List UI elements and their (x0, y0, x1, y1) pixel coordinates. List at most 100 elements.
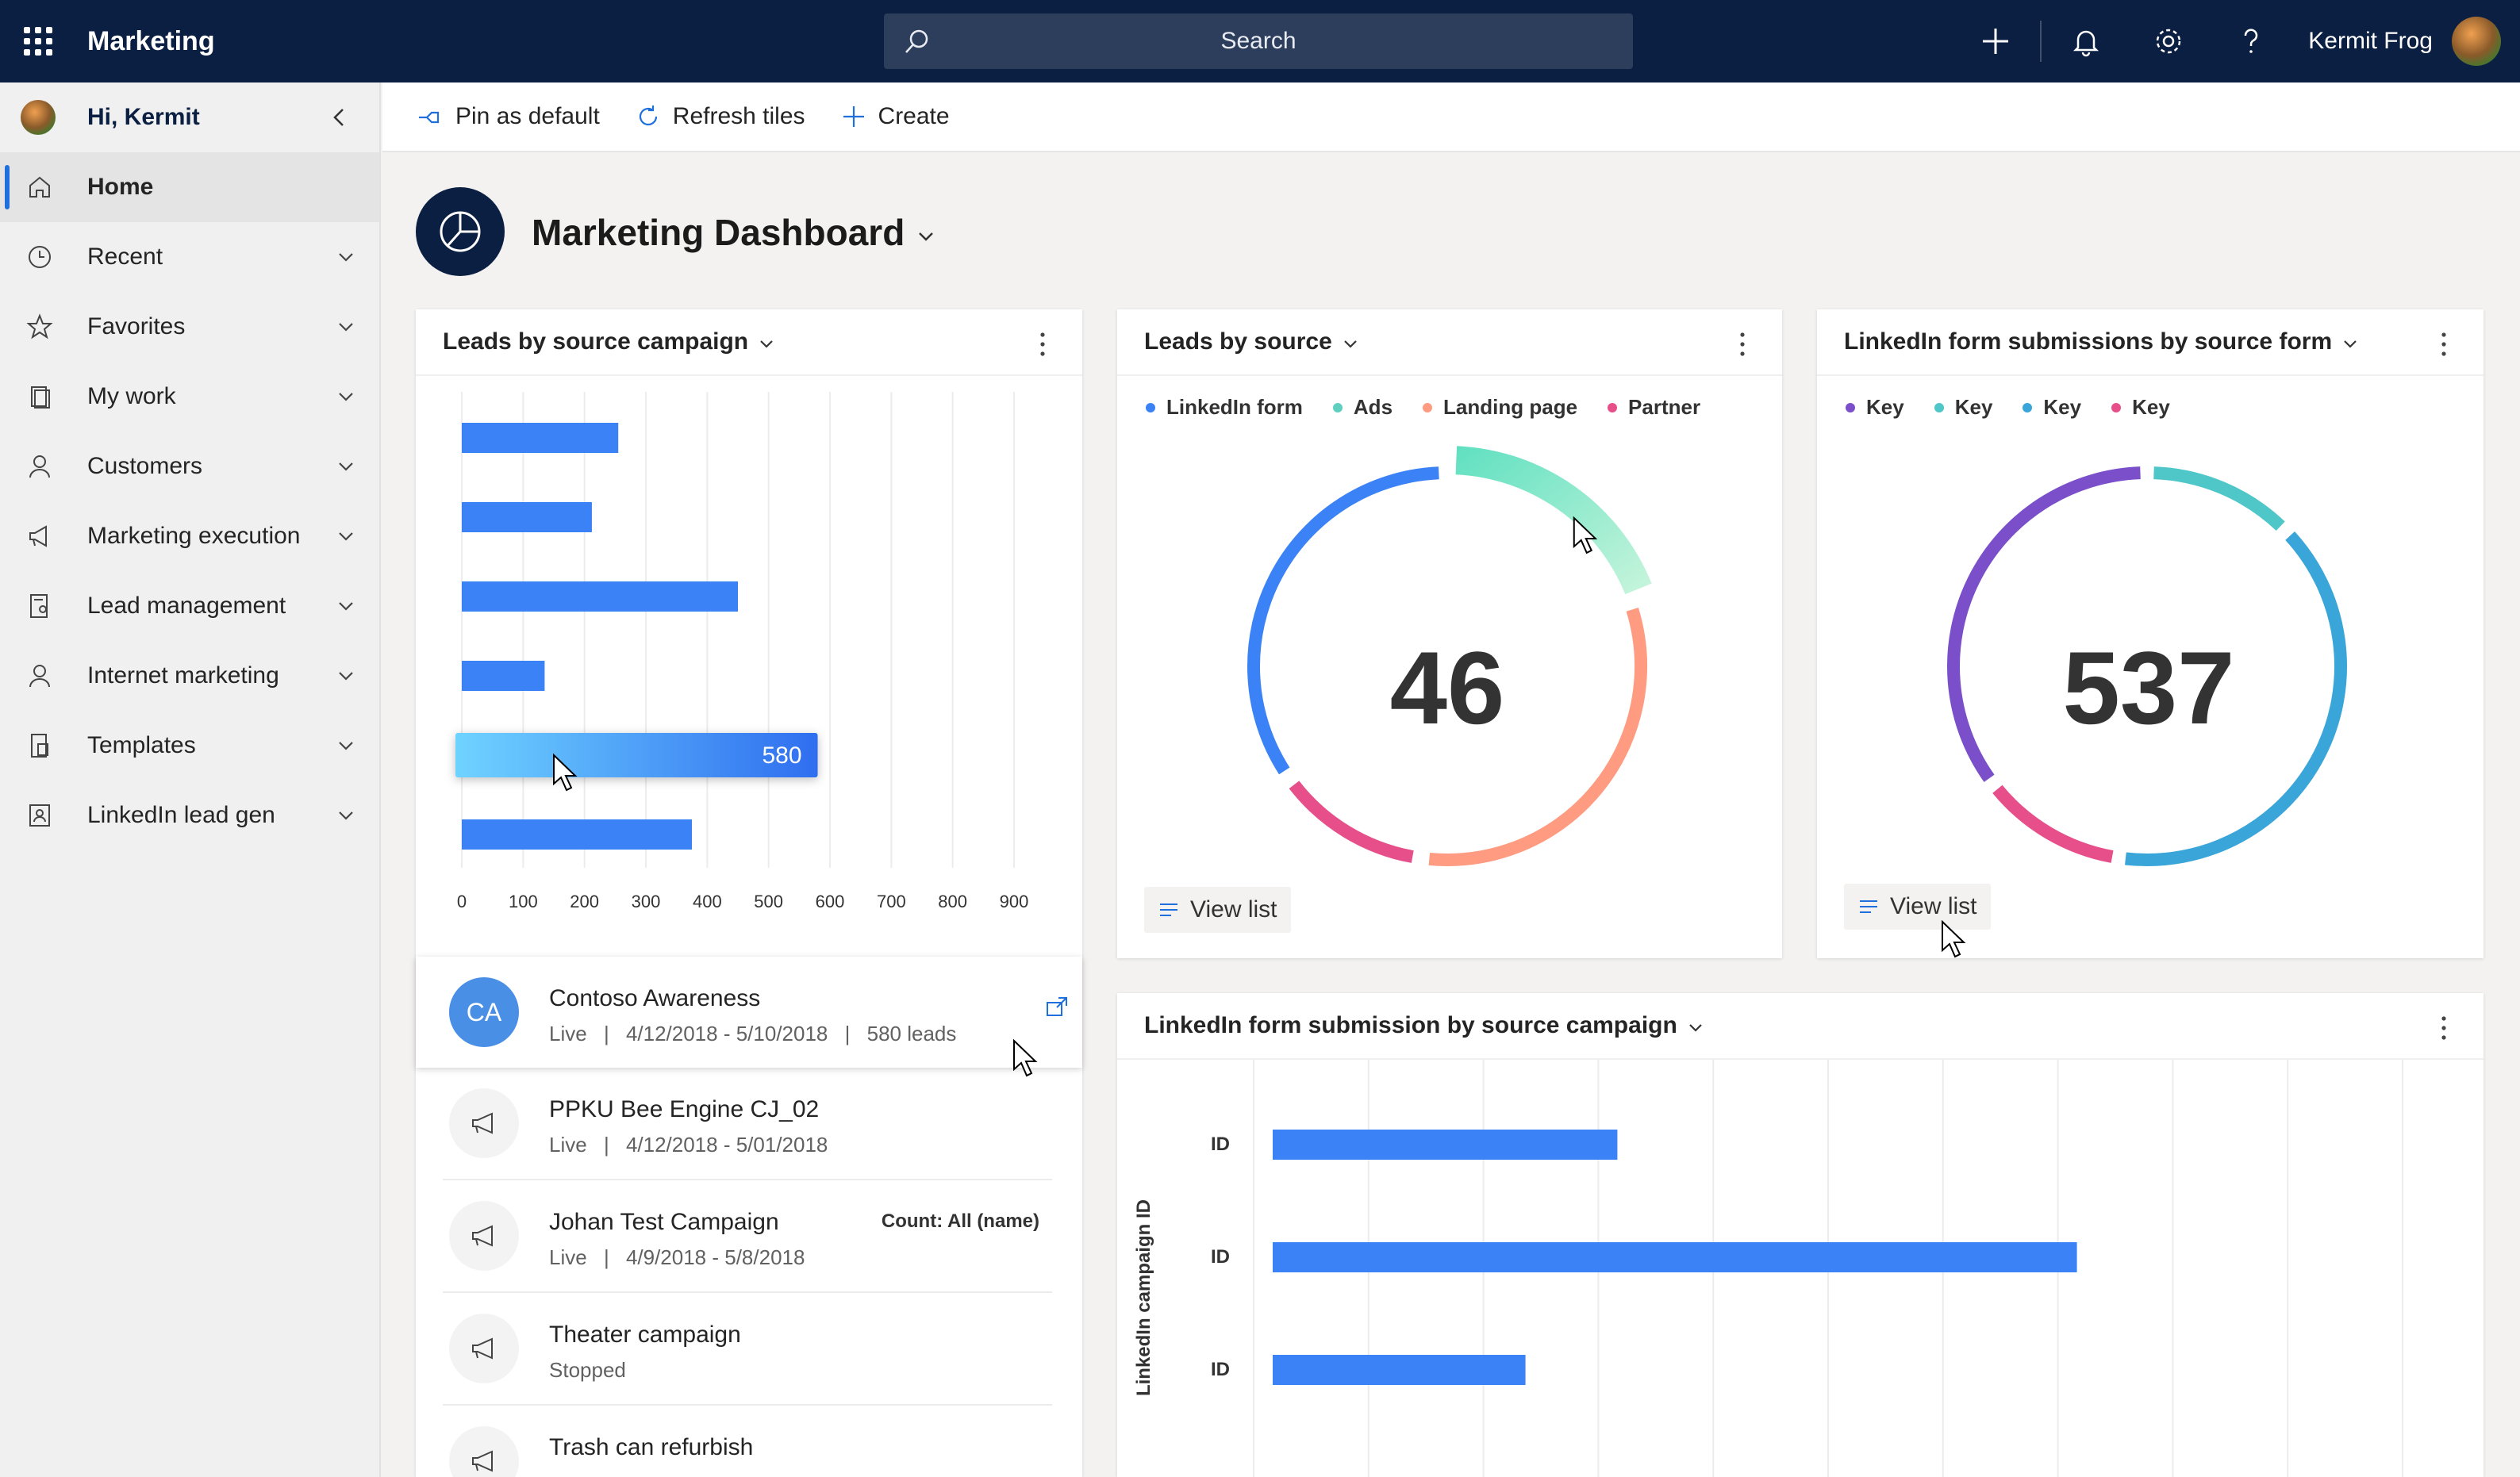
pin-as-default-button[interactable]: Pin as default (417, 103, 600, 130)
list-item[interactable]: Johan Test Campaign Live | 4/9/2018 - 5/… (416, 1180, 1074, 1291)
chevron-down-icon[interactable] (336, 736, 355, 755)
sidebar-item-label: Lead management (87, 593, 286, 619)
sidebar-item-label: Recent (87, 244, 163, 270)
legend-item[interactable]: Key (2023, 395, 2081, 420)
create-button[interactable]: Create (840, 103, 950, 130)
legend-item[interactable]: Key (1846, 395, 1904, 420)
pin-label: Pin as default (455, 103, 600, 129)
donut-center-value: 537 (2062, 630, 2235, 746)
user-avatar[interactable] (2452, 17, 2501, 66)
x-tick-label: 700 (877, 892, 906, 911)
bar[interactable] (462, 819, 692, 850)
user-name[interactable]: Kermit Frog (2308, 28, 2433, 54)
legend-item[interactable]: Key (2111, 395, 2170, 420)
legend-item[interactable]: Landing page (1423, 395, 1577, 420)
bar[interactable] (462, 661, 545, 691)
help-button[interactable] (2210, 0, 2292, 82)
avatar: CA (449, 977, 519, 1047)
more-options-icon[interactable] (2439, 330, 2449, 359)
card-header[interactable]: LinkedIn form submission by source campa… (1117, 993, 2484, 1060)
collapse-sidebar-icon[interactable] (327, 105, 352, 130)
y-tick-label: ID (1211, 1359, 1230, 1380)
list-item[interactable]: PPKU Bee Engine CJ_02 Live | 4/12/2018 -… (416, 1068, 1074, 1179)
add-button[interactable] (1954, 0, 2037, 82)
view-list-button[interactable]: View list (1844, 884, 1992, 930)
mouse-cursor (553, 753, 578, 792)
donut-segment-highlighted[interactable] (1455, 446, 1652, 595)
dashboard-selector[interactable]: Marketing Dashboard (532, 211, 936, 254)
sidebar-item-templates[interactable]: Templates (0, 711, 379, 781)
bar[interactable] (462, 423, 619, 453)
view-list-button[interactable]: View list (1144, 887, 1292, 933)
create-label: Create (878, 103, 950, 129)
donut-segment[interactable] (2125, 531, 2347, 866)
search-box[interactable]: Search (884, 13, 1633, 69)
x-tick-label: 800 (938, 892, 967, 911)
more-options-icon[interactable] (1038, 330, 1047, 359)
sidebar-item-marketing-execution[interactable]: Marketing execution (0, 501, 379, 571)
sidebar-item-linkedin-lead-gen[interactable]: LinkedIn lead gen (0, 781, 379, 850)
campaign-details: Live | 4/12/2018 - 5/10/2018 | 580 leads (549, 1022, 957, 1045)
chevron-down-icon[interactable] (336, 806, 355, 825)
open-external-icon[interactable] (1044, 995, 1070, 1020)
chart-legend: LinkedIn form Ads Landing page Partner (1146, 395, 1731, 420)
list-icon (1860, 900, 1877, 913)
legend-item[interactable]: Partner (1608, 395, 1700, 420)
sidebar-item-lead-management[interactable]: Lead management (0, 571, 379, 641)
bar[interactable] (462, 581, 738, 612)
legend-item[interactable]: Ads (1332, 395, 1393, 420)
sidebar-item-recent[interactable]: Recent (0, 222, 379, 292)
chevron-down-icon[interactable] (336, 317, 355, 336)
list-item[interactable]: Trash can refurbish (416, 1406, 1074, 1477)
app-title[interactable]: Marketing (87, 25, 215, 56)
divider (443, 1179, 1052, 1180)
sidebar-item-label: Internet marketing (87, 662, 279, 689)
chevron-down-icon[interactable] (336, 457, 355, 476)
bar[interactable] (1273, 1130, 1618, 1160)
donut-segment[interactable] (1947, 466, 2141, 782)
chevron-down-icon[interactable] (336, 597, 355, 616)
settings-button[interactable] (2127, 0, 2210, 82)
search-input[interactable]: Search (1220, 28, 1296, 54)
chevron-down-icon[interactable] (336, 527, 355, 546)
app-launcher-button[interactable] (0, 0, 76, 82)
person-icon (24, 660, 56, 692)
donut-segment[interactable] (2153, 466, 2285, 531)
legend-item[interactable]: LinkedIn form (1146, 395, 1303, 420)
bar[interactable] (462, 502, 592, 532)
sidebar-item-favorites[interactable]: Favorites (0, 292, 379, 362)
card-header[interactable]: LinkedIn form submissions by source form (1817, 309, 2484, 376)
more-options-icon[interactable] (2439, 1014, 2449, 1042)
divider (443, 1291, 1052, 1293)
list-item[interactable]: Theater campaign Stopped (416, 1293, 1074, 1404)
card-header[interactable]: Leads by source campaign (416, 309, 1082, 376)
campaign-icon-circle (449, 1201, 519, 1271)
donut-segment[interactable] (1428, 608, 1647, 866)
sidebar-item-customers[interactable]: Customers (0, 432, 379, 501)
donut-segment[interactable] (1289, 781, 1414, 863)
chevron-down-icon[interactable] (336, 387, 355, 406)
donut-segment[interactable] (1247, 466, 1439, 775)
campaign-details: Live | 4/9/2018 - 5/8/2018 (549, 1245, 805, 1269)
refresh-tiles-button[interactable]: Refresh tiles (635, 103, 805, 130)
notifications-button[interactable] (2045, 0, 2127, 82)
sidebar-item-my-work[interactable]: My work (0, 362, 379, 432)
list-item[interactable]: CA Contoso Awareness Live | 4/12/2018 - … (416, 957, 1082, 1077)
x-tick-label: 100 (509, 892, 538, 911)
sidebar-item-internet-marketing[interactable]: Internet marketing (0, 641, 379, 711)
bar[interactable] (1273, 1355, 1526, 1385)
refresh-label: Refresh tiles (672, 103, 805, 129)
bar-highlighted[interactable] (455, 733, 818, 777)
more-options-icon[interactable] (1738, 330, 1747, 359)
chevron-down-icon[interactable] (336, 247, 355, 267)
x-tick-label: 300 (632, 892, 661, 911)
chevron-down-icon[interactable] (336, 666, 355, 685)
greeting: Hi, Kermit (87, 104, 200, 130)
x-tick-label: 600 (816, 892, 845, 911)
bar[interactable] (1273, 1242, 2077, 1272)
legend-item[interactable]: Key (1934, 395, 1992, 420)
card-header[interactable]: Leads by source (1117, 309, 1782, 376)
sidebar-item-home[interactable]: Home (0, 152, 379, 222)
donut-segment[interactable] (1992, 785, 2114, 863)
person-icon (24, 451, 56, 482)
